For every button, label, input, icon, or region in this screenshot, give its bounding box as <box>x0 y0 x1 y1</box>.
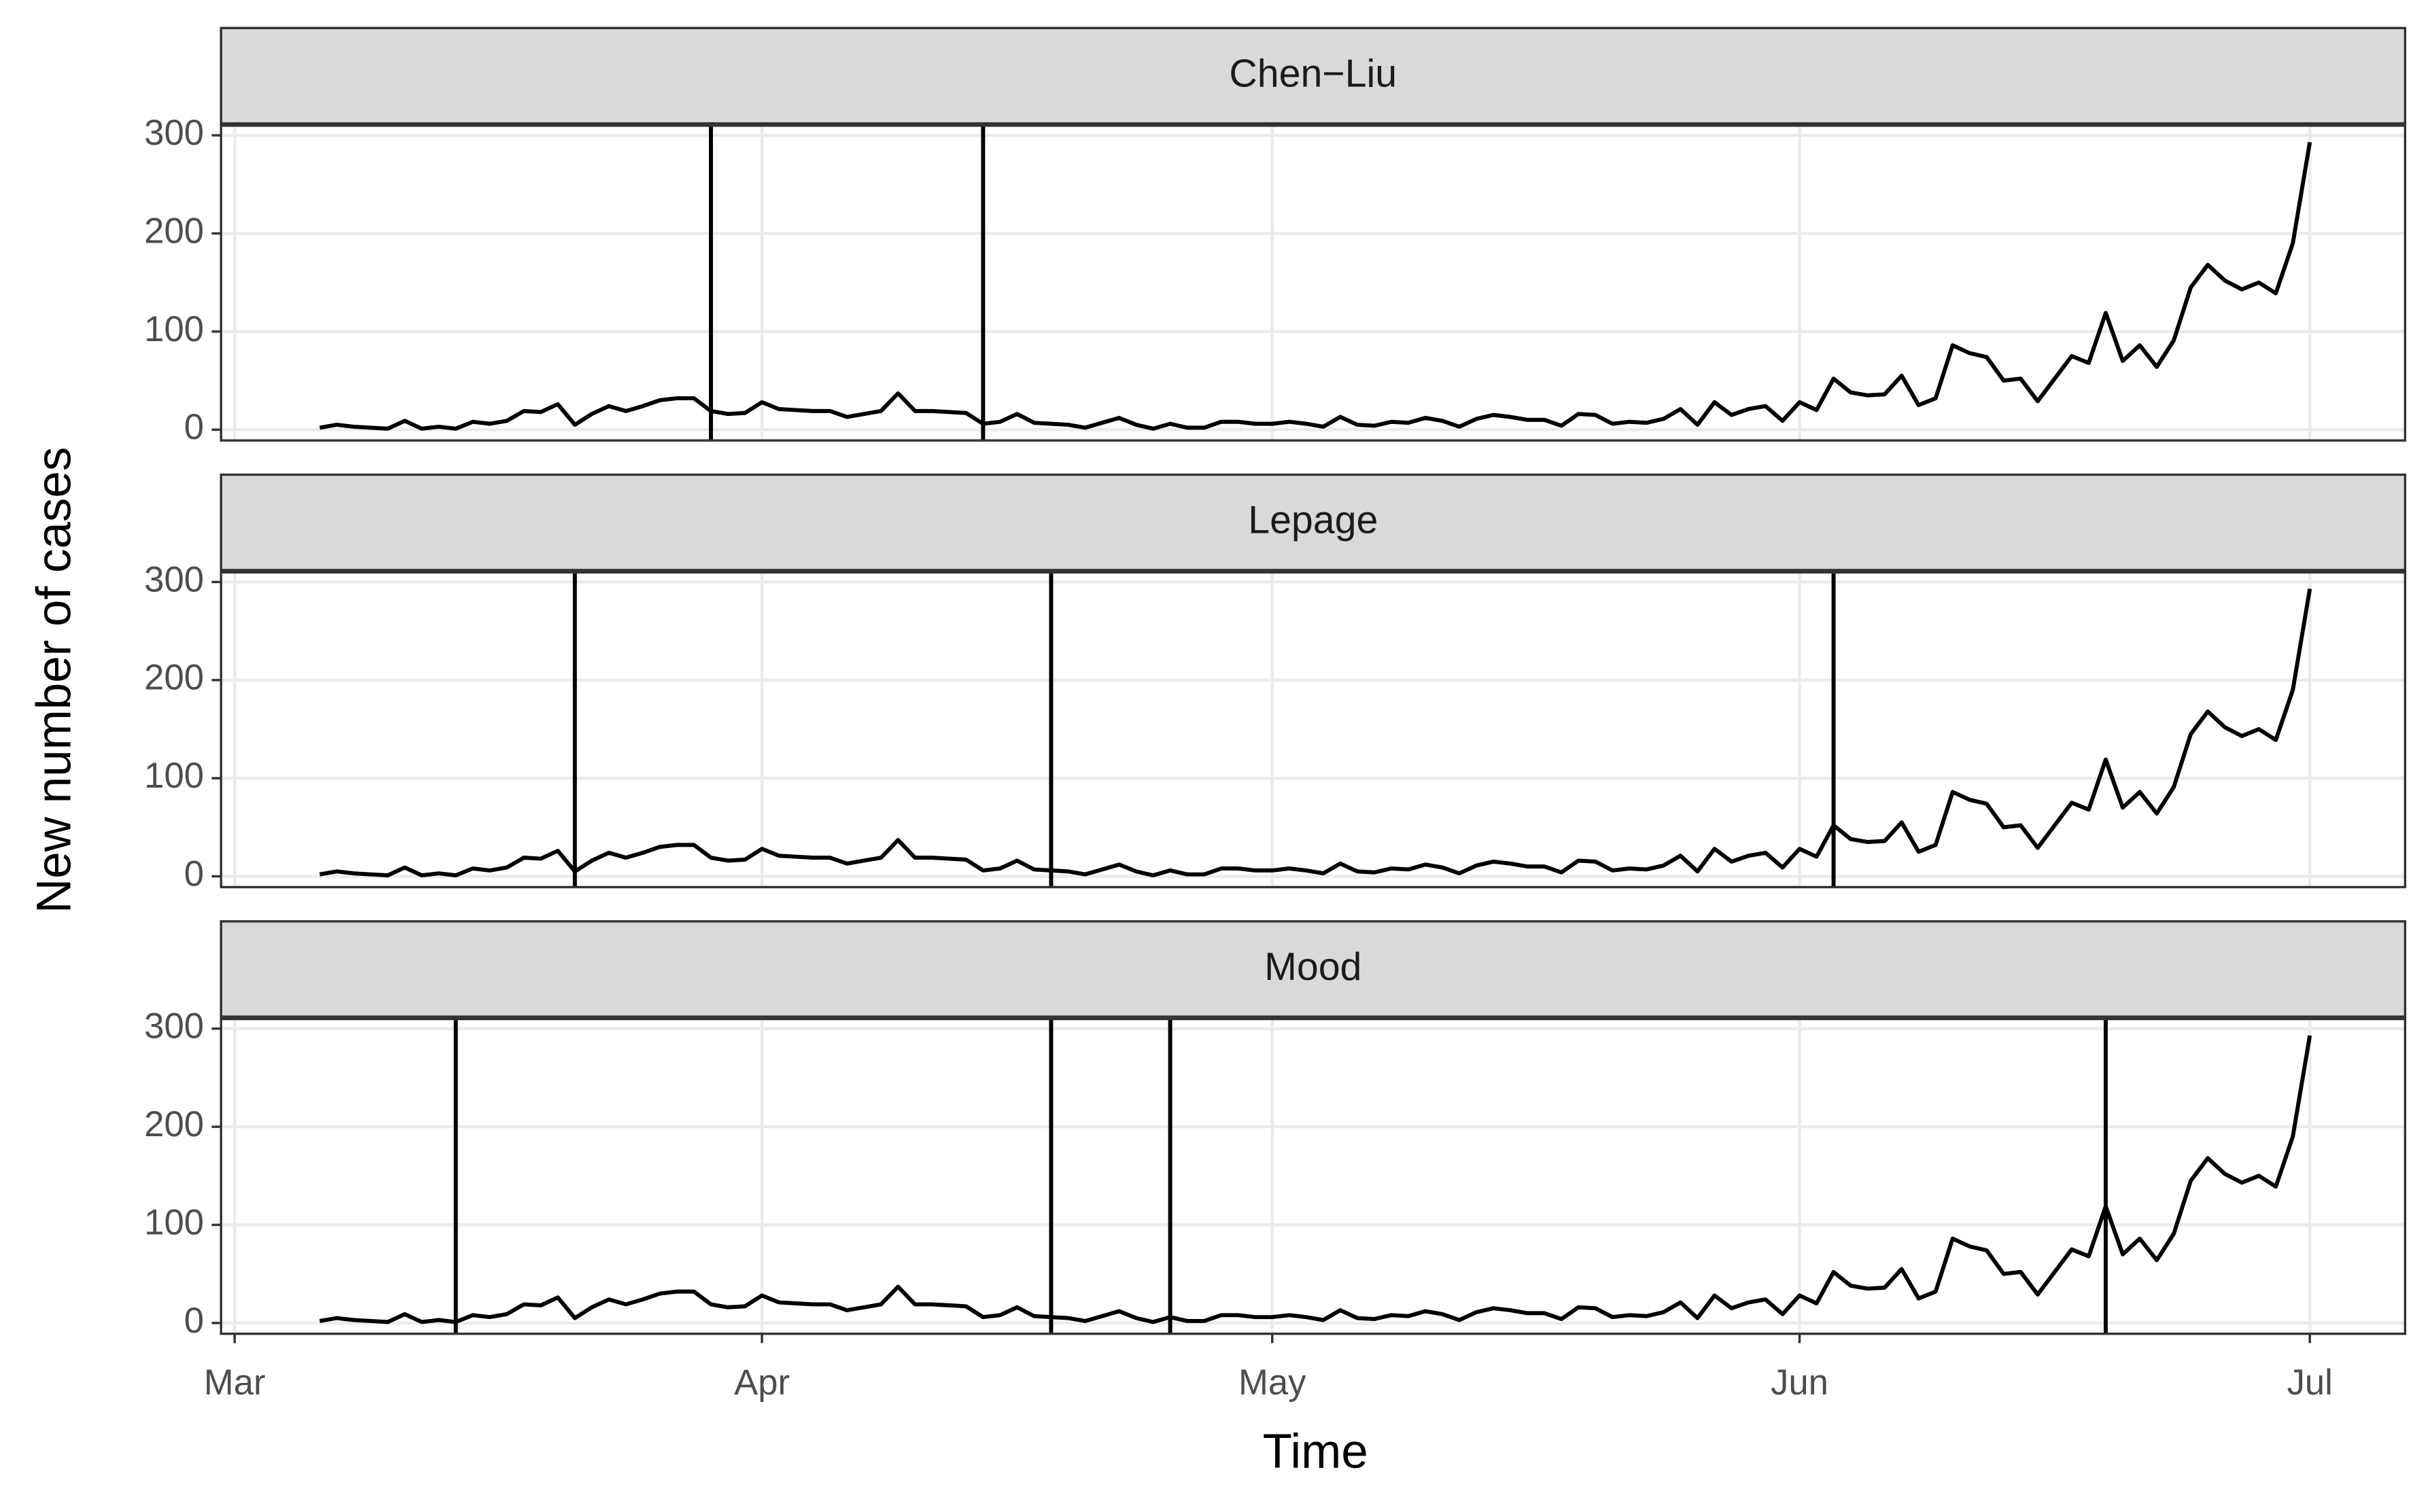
y-tick-label: 100 <box>144 309 204 349</box>
x-axis-title: Time <box>1263 1425 1368 1479</box>
strip <box>220 473 2407 573</box>
x-tick-label: May <box>1238 1362 1306 1403</box>
panel-title: Chen−Liu <box>1229 52 1397 95</box>
y-tick-label: 300 <box>144 559 204 599</box>
y-tick-label: 100 <box>144 756 204 796</box>
strip <box>220 920 2407 1019</box>
panel-background <box>221 1017 2406 1334</box>
y-tick-label: 300 <box>144 1006 204 1047</box>
y-tick-label: 0 <box>184 854 204 894</box>
y-tick-label: 0 <box>184 407 204 447</box>
x-tick-label: Mar <box>204 1362 266 1403</box>
panel-background <box>221 571 2406 887</box>
panel-background <box>221 124 2406 441</box>
y-axis-title: New number of cases <box>27 447 81 913</box>
y-tick-label: 0 <box>184 1301 204 1341</box>
y-tick-label: 300 <box>144 113 204 153</box>
line <box>319 588 2312 878</box>
x-tick-label: Jul <box>2287 1362 2333 1403</box>
line <box>319 141 2312 431</box>
x-tick-label: Apr <box>734 1362 790 1403</box>
panel-title: Mood <box>1264 945 1361 989</box>
y-tick-label: 100 <box>144 1202 204 1242</box>
y-tick-label: 200 <box>144 211 204 251</box>
line <box>319 1035 2312 1324</box>
x-tick-label: Jun <box>1771 1362 1828 1403</box>
y-tick-label: 200 <box>144 1104 204 1144</box>
panel-title: Lepage <box>1248 499 1378 542</box>
y-tick-label: 200 <box>144 658 204 698</box>
